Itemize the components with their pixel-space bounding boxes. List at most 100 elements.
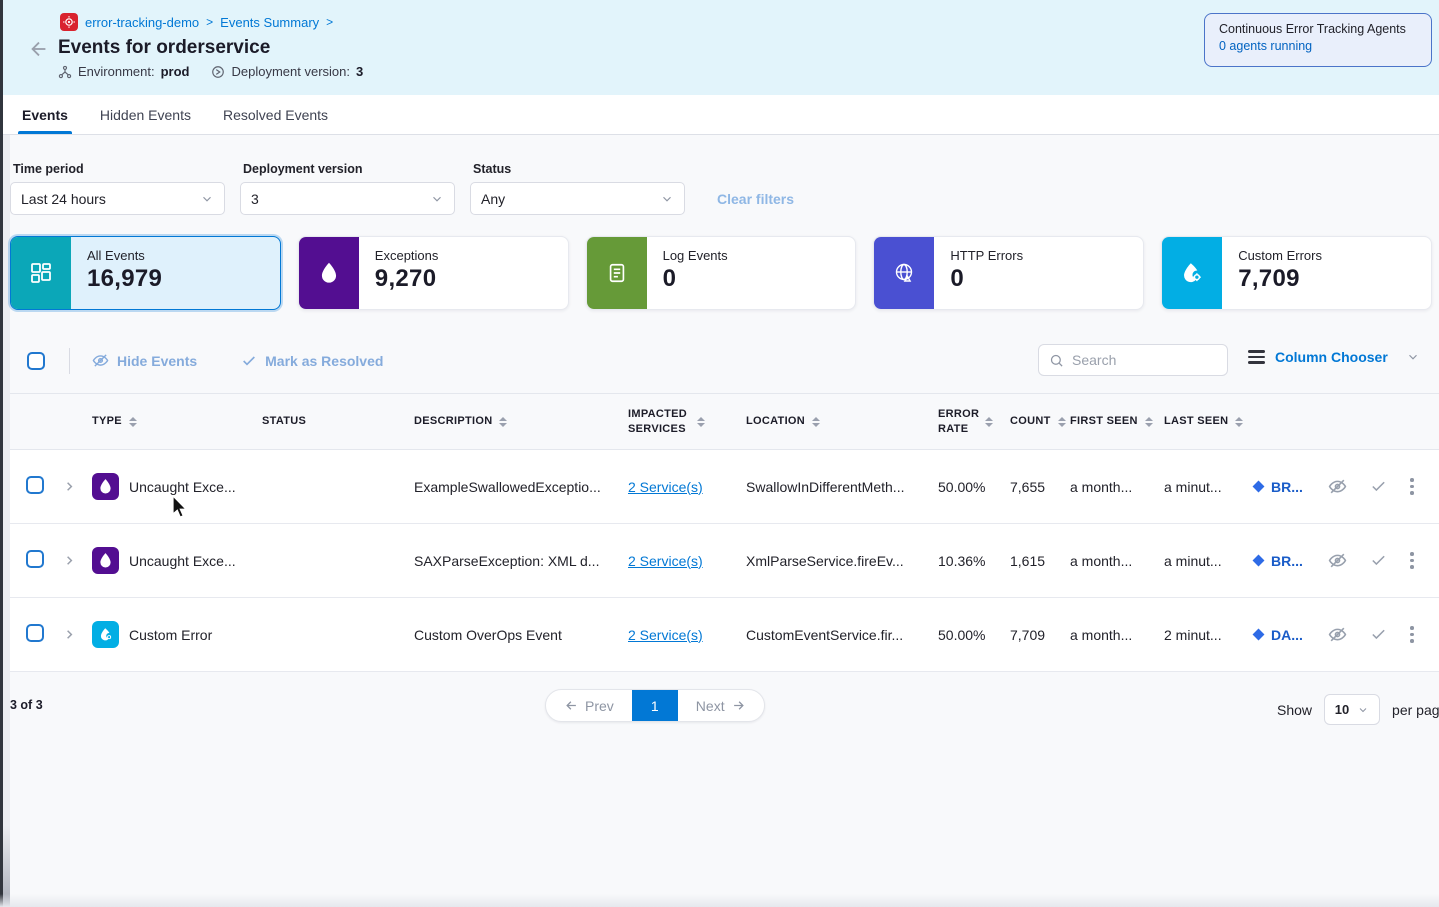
card-value: 16,979 — [87, 265, 163, 292]
row-expander-icon[interactable] — [62, 553, 92, 568]
ticket-link[interactable]: BR... — [1271, 478, 1303, 495]
search-input[interactable] — [1072, 352, 1202, 368]
column-header-error-rate[interactable]: ERROR RATE — [938, 407, 1010, 437]
card-log-events[interactable]: Log Events 0 — [585, 236, 857, 310]
page-title: Events for orderservice — [58, 37, 271, 58]
page-size-select[interactable]: 10 — [1324, 694, 1381, 725]
show-label: Show — [1277, 701, 1313, 718]
search-box[interactable] — [1038, 344, 1228, 376]
last-seen-value: 2 minut... — [1164, 626, 1222, 643]
table-row[interactable]: Uncaught Exce... ExampleSwallowedExcepti… — [10, 450, 1439, 524]
deployment-icon — [212, 65, 225, 78]
sort-icon[interactable] — [499, 416, 508, 427]
column-header-last-seen[interactable]: LAST SEEN — [1164, 414, 1252, 429]
mark-resolved-button[interactable]: Mark as Resolved — [241, 353, 383, 369]
card-custom-errors[interactable]: Custom Errors 7,709 — [1161, 236, 1432, 310]
deployment-label: Deployment version: — [231, 64, 350, 79]
resolve-event-icon[interactable] — [1370, 626, 1404, 643]
ticket-link[interactable]: DA... — [1271, 626, 1303, 643]
time-period-label: Time period — [13, 162, 84, 176]
clear-filters-button[interactable]: Clear filters — [717, 191, 795, 207]
sort-icon[interactable] — [1144, 416, 1153, 427]
sort-icon[interactable] — [1235, 416, 1244, 427]
card-http-errors[interactable]: HTTP Errors 0 — [873, 236, 1145, 310]
column-chooser-button[interactable]: Column Chooser — [1248, 349, 1420, 365]
sort-icon[interactable] — [812, 416, 821, 427]
table-row[interactable]: Custom Error Custom OverOps Event 2 Serv… — [10, 598, 1439, 672]
impacted-services-link[interactable]: 2 Service(s) — [628, 552, 703, 569]
impacted-services-link[interactable]: 2 Service(s) — [628, 626, 703, 643]
agents-running-link[interactable]: 0 agents running — [1219, 39, 1313, 53]
first-seen-value: a month... — [1070, 626, 1133, 643]
next-page-button[interactable]: Next — [678, 690, 764, 721]
column-header-status: STATUS — [262, 415, 307, 428]
card-all-events[interactable]: All Events 16,979 — [10, 236, 281, 310]
per-page-label: per page — [1392, 701, 1439, 718]
breadcrumb-section-link[interactable]: Events Summary — [220, 14, 320, 30]
row-expander-icon[interactable] — [62, 479, 92, 494]
page-meta: Environment: prod Deployment version: 3 — [58, 64, 363, 79]
sort-icon[interactable] — [985, 416, 993, 427]
left-edge-bar — [0, 0, 3, 907]
deployment-version-label: Deployment version — [243, 162, 363, 176]
column-header-type[interactable]: TYPE — [92, 414, 262, 429]
page-header: error-tracking-demo > Events Summary > E… — [3, 0, 1439, 95]
hide-events-button[interactable]: Hide Events — [92, 352, 197, 369]
breadcrumb-separator: > — [206, 15, 214, 29]
event-type-flame-icon — [92, 547, 119, 574]
event-description: SAXParseException: XML d... — [414, 552, 600, 569]
row-menu-icon[interactable] — [1404, 550, 1430, 571]
row-expander-icon[interactable] — [62, 627, 92, 642]
select-all-checkbox[interactable] — [27, 351, 45, 370]
tab-events[interactable]: Events — [18, 95, 72, 134]
row-menu-icon[interactable] — [1404, 624, 1430, 645]
page-size-control: Show 10 per page — [1277, 694, 1439, 725]
ticket-link[interactable]: BR... — [1271, 552, 1303, 569]
hide-event-icon[interactable] — [1328, 477, 1370, 496]
hide-event-icon[interactable] — [1328, 625, 1370, 644]
pager: Prev 1 Next — [545, 689, 765, 722]
column-header-impacted-services[interactable]: IMPACTED SERVICES — [628, 407, 746, 437]
breadcrumb-project-link[interactable]: error-tracking-demo — [85, 14, 200, 30]
sort-icon[interactable] — [1057, 416, 1066, 427]
back-arrow-icon[interactable] — [28, 38, 50, 65]
resolve-event-icon[interactable] — [1370, 552, 1404, 569]
agents-panel-title: Continuous Error Tracking Agents — [1219, 22, 1406, 36]
deployment-version-select[interactable]: 3 — [240, 182, 455, 215]
row-checkbox[interactable] — [26, 624, 44, 642]
column-header-location[interactable]: LOCATION — [746, 414, 938, 429]
event-type-label: Uncaught Exce... — [129, 478, 236, 495]
prev-page-button[interactable]: Prev — [546, 690, 632, 721]
card-exceptions[interactable]: Exceptions 9,270 — [297, 236, 569, 310]
table-row[interactable]: Uncaught Exce... SAXParseException: XML … — [10, 524, 1439, 598]
row-checkbox[interactable] — [26, 476, 44, 494]
chevron-down-icon — [663, 196, 671, 202]
column-header-first-seen[interactable]: FIRST SEEN — [1070, 414, 1164, 429]
tab-resolved-events[interactable]: Resolved Events — [222, 106, 329, 123]
error-tracking-logo-icon — [60, 13, 78, 31]
time-period-select[interactable]: Last 24 hours — [10, 182, 225, 215]
jira-ticket-icon — [1252, 628, 1265, 641]
sort-icon[interactable] — [697, 416, 705, 427]
resolve-event-icon[interactable] — [1370, 478, 1404, 495]
status-select[interactable]: Any — [470, 182, 685, 215]
card-label: Custom Errors — [1238, 248, 1322, 263]
event-type-flame-icon — [92, 473, 119, 500]
event-location: CustomEventService.fir... — [746, 626, 904, 643]
mark-resolved-label: Mark as Resolved — [265, 352, 384, 369]
current-page-button[interactable]: 1 — [631, 690, 678, 721]
tab-hidden-events[interactable]: Hidden Events — [99, 106, 191, 123]
column-header-description[interactable]: DESCRIPTION — [414, 414, 628, 429]
row-count-summary: 3 of 3 — [10, 698, 43, 712]
hide-event-icon[interactable] — [1328, 551, 1370, 570]
environment-icon — [58, 65, 72, 78]
deployment-value: 3 — [355, 64, 364, 79]
sort-icon[interactable] — [128, 416, 137, 427]
count-value: 7,709 — [1010, 626, 1046, 643]
event-type-label: Custom Error — [129, 626, 213, 643]
row-checkbox[interactable] — [26, 550, 44, 568]
error-rate-value: 50.00% — [938, 626, 986, 643]
row-menu-icon[interactable] — [1404, 476, 1430, 497]
column-header-count[interactable]: COUNT — [1010, 414, 1070, 429]
impacted-services-link[interactable]: 2 Service(s) — [628, 478, 703, 495]
